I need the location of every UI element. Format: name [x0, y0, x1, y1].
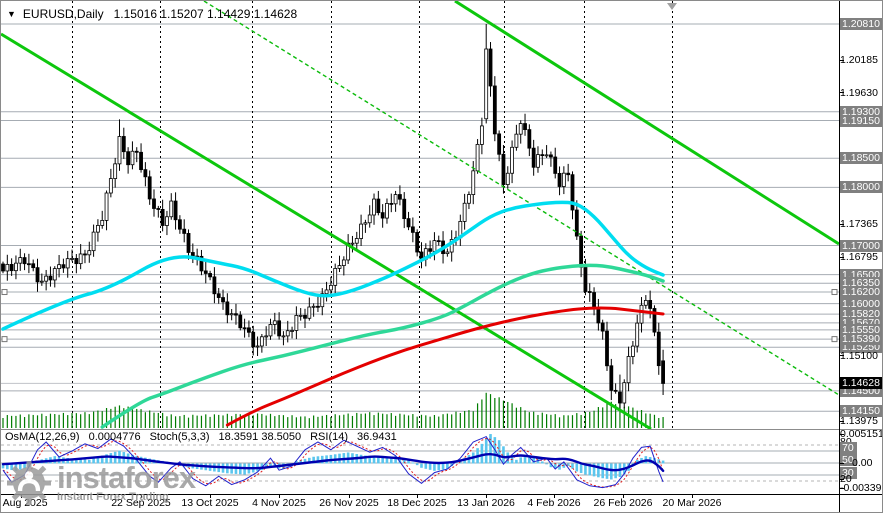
- current-price-label: 1.14628: [840, 377, 882, 390]
- indicator-scale-label: 30: [840, 467, 857, 479]
- indicator-tick: [839, 478, 844, 480]
- indicator-scale-label: 0.00: [852, 457, 873, 469]
- price-tick: [839, 355, 844, 357]
- symbol-dropdown-icon[interactable]: ▼: [7, 9, 16, 19]
- indicator-scale-label: -0.00339: [840, 482, 882, 494]
- osma-value: 0.0004776: [88, 431, 141, 443]
- price-scale-label: 1.16000: [840, 297, 882, 310]
- price-scale-label: 1.18500: [840, 152, 882, 165]
- price-scale-label: 1.20185: [840, 54, 878, 67]
- time-tick: [692, 495, 693, 498]
- time-tick: [623, 495, 624, 498]
- price-tick: [839, 92, 844, 94]
- time-tick: [554, 495, 555, 498]
- date-label: 13 Jan 2026: [457, 497, 515, 509]
- indicator-scale-label: 70: [840, 442, 857, 454]
- price-scale-label: 1.13975: [840, 415, 878, 428]
- price-scale-label: 1.20810: [840, 18, 882, 30]
- indicator-tick: [839, 462, 844, 464]
- price-scale-label: 1.19630: [840, 86, 878, 99]
- indicator-scale-label: 0.005151: [840, 428, 883, 440]
- date-label: 4 Feb 2026: [527, 497, 581, 509]
- price-scale-label: 1.17365: [840, 218, 878, 231]
- time-tick: [417, 495, 418, 498]
- indicator-scale-label: 50: [840, 454, 857, 466]
- price-scale-label: 1.15550: [840, 323, 882, 336]
- price-scale-label: 1.16200: [840, 286, 882, 299]
- date-label: 26 Feb 2026: [593, 497, 653, 509]
- date-label: 18 Dec 2025: [387, 497, 447, 509]
- price-scale-label: 1.14150: [840, 405, 882, 418]
- time-tick: [486, 495, 487, 498]
- time-tick: [349, 495, 350, 498]
- date-label: 26 Nov 2025: [319, 497, 379, 509]
- rsi-value: 36.9431: [357, 431, 397, 443]
- indicator-legend: OsMA(12,26,9) 0.0004776 Stoch(5,3,3) 18.…: [5, 431, 406, 443]
- indicator-tick: [839, 433, 844, 435]
- indicator-tick: [839, 487, 844, 489]
- indicator-scale-label: 20: [840, 473, 852, 485]
- price-scale-label: 1.19150: [840, 114, 882, 127]
- stoch-values: 18.3591 38.5050: [218, 431, 302, 443]
- rsi-label: RSI(14): [310, 431, 349, 443]
- price-tick: [839, 256, 844, 258]
- stoch-label: Stoch(5,3,3): [149, 431, 210, 443]
- time-tick: [210, 495, 211, 498]
- price-tick: [839, 59, 844, 61]
- ohlc-values: 1.15016 1.15207 1.14429 1.14628: [113, 7, 298, 21]
- date-label: 13 Oct 2025: [181, 497, 239, 509]
- price-scale-label: 1.16795: [840, 251, 878, 264]
- date-label: 5 Aug 2025: [1, 497, 48, 509]
- price-scale-label: 1.17000: [840, 239, 882, 252]
- price-scale-label: 1.18000: [840, 181, 882, 194]
- time-tick: [141, 495, 142, 498]
- symbol-period-label: EURUSD,Daily: [22, 7, 104, 21]
- osma-label: OsMA(12,26,9): [5, 431, 80, 443]
- date-label: 22 Sep 2025: [111, 497, 171, 509]
- price-tick: [839, 420, 844, 422]
- price-tick: [839, 223, 844, 225]
- price-scale-label: 1.15100: [840, 349, 878, 362]
- price-scale-label: 1.15390: [840, 333, 882, 346]
- chart-title: ▼ EURUSD,Daily 1.15016 1.15207 1.14429 1…: [7, 7, 297, 21]
- time-tick: [279, 495, 280, 498]
- date-label: 4 Nov 2025: [252, 497, 306, 509]
- date-label: 20 Mar 2026: [662, 497, 722, 509]
